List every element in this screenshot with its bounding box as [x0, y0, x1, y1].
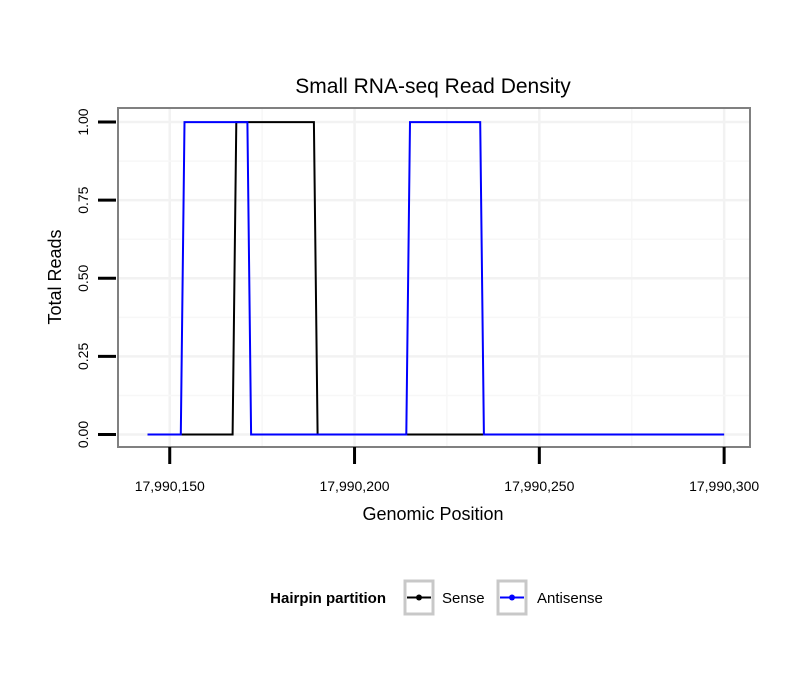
- y-tick-label: 0.00: [75, 421, 91, 448]
- y-tick-label: 1.00: [75, 108, 91, 135]
- legend: Hairpin partition Sense Antisense: [270, 579, 603, 616]
- y-tick-label: 0.75: [75, 186, 91, 213]
- series-line-antisense: [147, 121, 725, 436]
- chart-title: Small RNA-seq Read Density: [295, 75, 571, 98]
- x-tick-label: 17,990,150: [135, 478, 205, 494]
- grid: [118, 108, 750, 447]
- x-tick-label: 17,990,250: [504, 478, 574, 494]
- axes: 17,990,150 17,990,200 17,990,250 17,990,300…: [75, 108, 759, 494]
- x-axis-label: Genomic Position: [362, 504, 503, 524]
- legend-title: Hairpin partition: [270, 590, 386, 607]
- legend-key-sense-point: [416, 594, 422, 601]
- legend-label-antisense: Antisense: [537, 590, 603, 607]
- legend-key-antisense-point: [509, 594, 515, 601]
- legend-label-sense: Sense: [442, 590, 485, 607]
- x-tick-label: 17,990,300: [689, 478, 759, 494]
- plot-panel-border: [117, 107, 751, 448]
- y-tick-label: 0.25: [75, 343, 91, 370]
- x-tick-label: 17,990,200: [319, 478, 389, 494]
- y-tick-label: 0.50: [75, 264, 91, 291]
- y-axis-label: Total Reads: [45, 229, 65, 324]
- series: [147, 121, 725, 436]
